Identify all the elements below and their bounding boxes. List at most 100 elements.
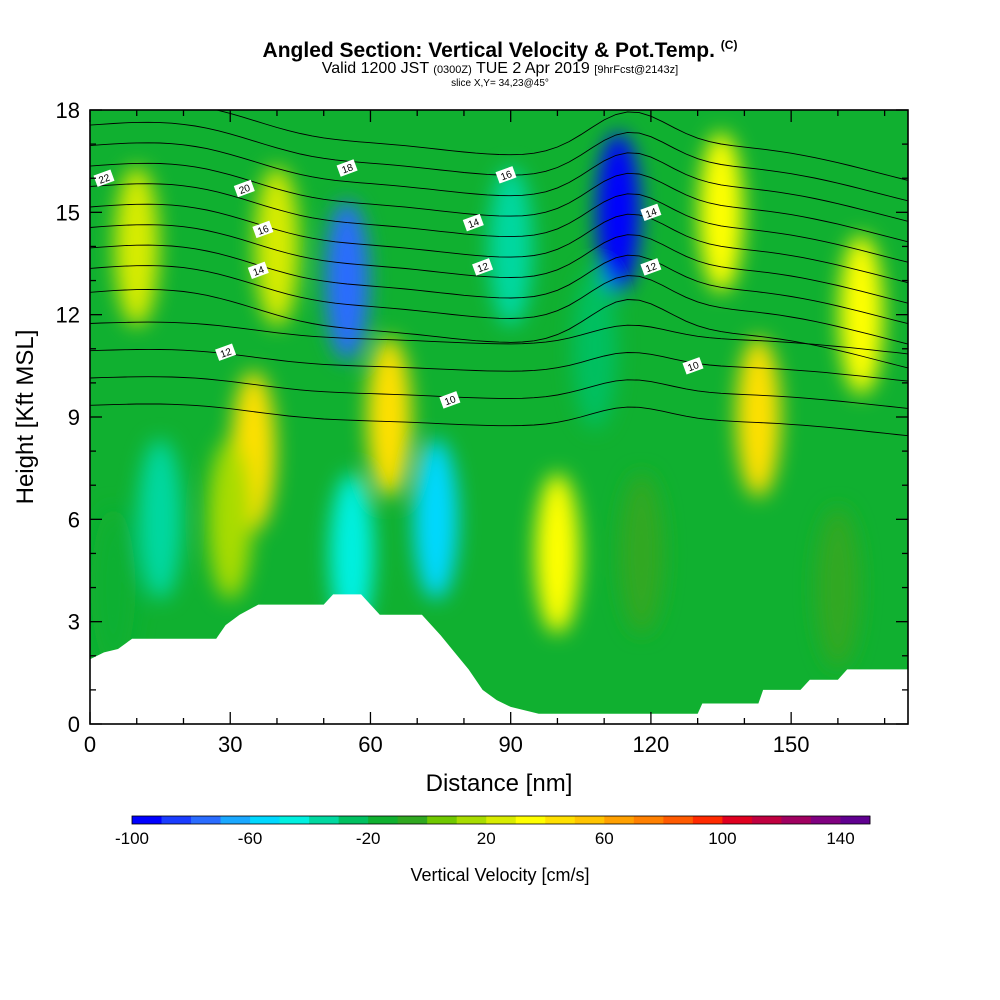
contour-label-text: 14 <box>252 264 267 278</box>
contour-label-text: 12 <box>644 261 659 275</box>
y-tick-label: 18 <box>56 98 80 123</box>
contour-label: 14 <box>462 213 484 232</box>
chart-title-main: Angled Section: Vertical Velocity & Pot.… <box>262 39 715 62</box>
isentrope-line <box>90 183 908 263</box>
colorbar-swatch <box>574 816 605 824</box>
contour-label-text: 18 <box>341 162 356 176</box>
colorbar-tick-label: -100 <box>115 829 149 848</box>
chart-subtitle: Valid 1200 JST (0300Z) TUE 2 Apr 2019 [9… <box>0 60 1000 78</box>
contour-label: 22 <box>93 169 115 187</box>
colorbar-swatch <box>545 816 576 824</box>
colorbar-swatch <box>751 816 782 824</box>
colorbar-swatch <box>633 816 664 824</box>
colorbar-tick-label: 100 <box>708 829 736 848</box>
y-tick-label: 6 <box>68 507 80 532</box>
y-tick-label: 3 <box>68 610 80 635</box>
isentrope-line <box>90 289 908 369</box>
x-tick-label: 0 <box>84 732 96 757</box>
contour-label-text: 20 <box>238 183 253 197</box>
contour-label: 12 <box>472 258 494 276</box>
velocity-cell <box>254 166 299 327</box>
isentrope-line <box>90 376 908 409</box>
colorbar-swatch <box>692 816 723 824</box>
contour-label-bg <box>682 357 704 375</box>
contour-label: 10 <box>682 357 704 375</box>
contour-label-text: 14 <box>644 206 659 220</box>
isentrope-line <box>90 244 908 325</box>
contour-label-bg <box>252 220 274 239</box>
velocity-cell <box>596 132 641 293</box>
utc-time: (0300Z) <box>433 64 472 76</box>
colorbar-swatch <box>309 816 340 824</box>
colorbar-swatch <box>427 816 458 824</box>
contour-label-text: 22 <box>97 172 112 186</box>
x-tick-label: 150 <box>773 732 810 757</box>
velocity-cell <box>91 507 136 668</box>
y-axis: 0 3 6 9 12 15 18 <box>56 98 908 737</box>
contour-label-text: 12 <box>219 346 234 360</box>
colorbar-swatch <box>397 816 428 824</box>
y-tick-label: 9 <box>68 405 80 430</box>
isentrope-line <box>90 142 908 222</box>
contour-label-text: 10 <box>443 394 458 408</box>
x-tick-label: 60 <box>358 732 382 757</box>
x-tick-label: 90 <box>498 732 522 757</box>
x-tick-label: 30 <box>218 732 242 757</box>
colorbar-swatch <box>840 816 871 824</box>
isentrope-lines <box>90 110 908 437</box>
contour-label-bg <box>93 169 115 187</box>
isentrope-line <box>214 110 908 181</box>
contour-label-bg <box>247 261 269 280</box>
colorbar-swatch <box>515 816 546 824</box>
contour-label: 20 <box>233 179 255 198</box>
colorbar-swatch <box>250 816 280 824</box>
velocity-cell <box>367 337 412 497</box>
colorbar-swatch <box>220 816 251 824</box>
contour-label-bg <box>215 343 237 361</box>
x-axis-label: Distance [nm] <box>426 770 573 797</box>
velocity-cell <box>488 166 533 327</box>
contour-label-bg <box>336 159 358 177</box>
velocity-cell <box>114 166 159 327</box>
colorbar-swatch <box>663 816 694 824</box>
colorbar-swatch <box>368 816 399 824</box>
colorbar-swatch <box>456 816 487 824</box>
contour-label: 18 <box>336 159 358 177</box>
contour-label: 16 <box>495 166 517 184</box>
contour-label-bg <box>233 179 255 198</box>
chart-title: Angled Section: Vertical Velocity & Pot.… <box>0 38 1000 63</box>
colorbar-swatch <box>486 816 517 824</box>
x-axis: 0 30 60 90 120 150 <box>84 110 886 757</box>
contour-label-bg <box>495 166 517 184</box>
colorbar-swatch <box>604 816 635 824</box>
contour-label: 14 <box>247 261 269 280</box>
x-tick-label: 120 <box>633 732 670 757</box>
contour-label: 10 <box>439 391 461 409</box>
velocity-cell <box>535 473 580 634</box>
contour-labels: 22 20 18 16 16 14 14 14 12 12 12 10 10 <box>93 159 704 409</box>
contour-label: 12 <box>215 343 237 361</box>
colorbar-frame <box>131 815 871 825</box>
colorbar: -100 -60 -20 20 60 100 140 <box>115 815 871 848</box>
y-tick-label: 0 <box>68 712 80 737</box>
velocity-cell <box>619 473 664 634</box>
colorbar-tick-label: -60 <box>238 829 263 848</box>
colorbar-swatch <box>279 816 310 824</box>
velocity-cell <box>839 234 884 395</box>
colorbar-swatch <box>191 816 221 824</box>
velocity-cell <box>138 439 183 600</box>
colorbar-swatch <box>132 816 162 824</box>
velocity-field <box>90 110 908 724</box>
contour-label-bg <box>439 391 461 409</box>
isentrope-line <box>90 321 908 355</box>
y-tick-label: 12 <box>56 303 80 328</box>
velocity-cell <box>699 132 744 293</box>
isentrope-line <box>90 162 908 243</box>
velocity-cell <box>325 200 370 361</box>
contour-label: 16 <box>252 220 274 239</box>
isentrope-line <box>90 403 908 437</box>
y-tick-label: 15 <box>56 200 80 225</box>
velocity-cell <box>736 337 781 497</box>
slice-info: slice X,Y= 34,23@45° <box>451 78 549 89</box>
